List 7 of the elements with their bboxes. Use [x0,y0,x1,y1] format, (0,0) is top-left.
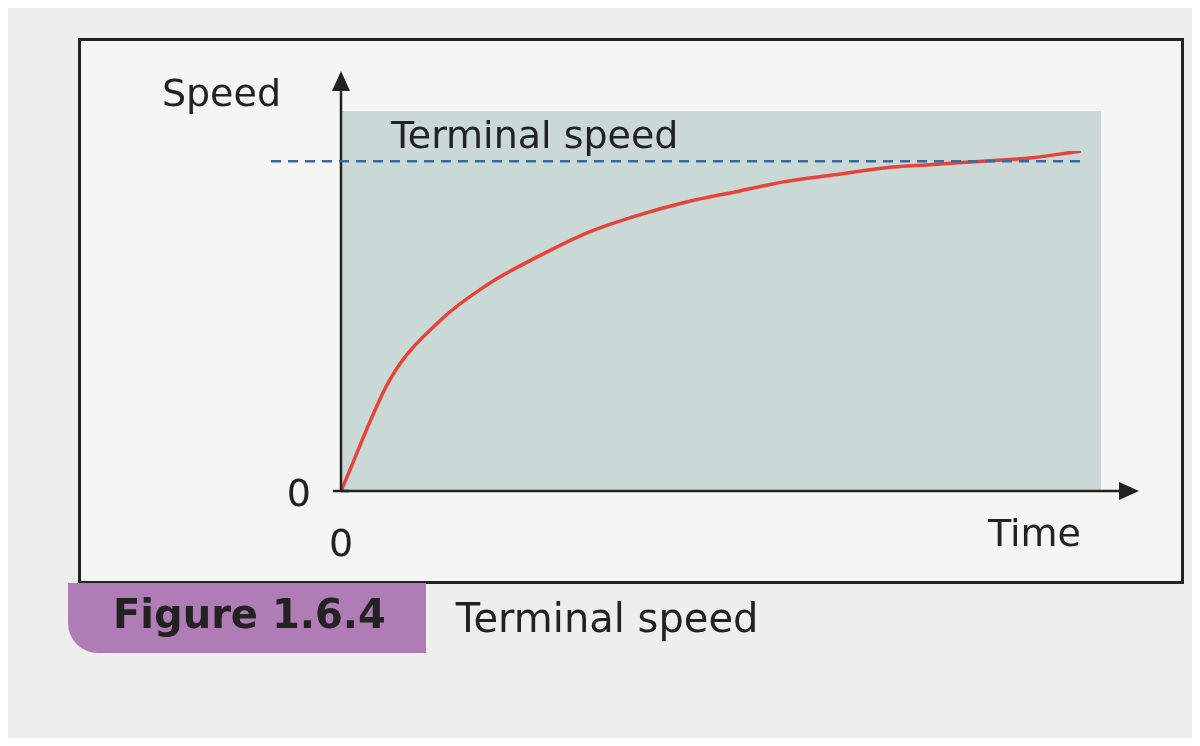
caption: Figure 1.6.4 [68,583,426,653]
ref-line-label: Terminal speed [390,113,679,158]
text: Terminal speed [454,595,760,641]
text: 0 [328,520,354,565]
x-axis-title: Time [987,510,1081,555]
y-axis-title: Speed [161,70,281,115]
text: 0 [286,470,311,515]
